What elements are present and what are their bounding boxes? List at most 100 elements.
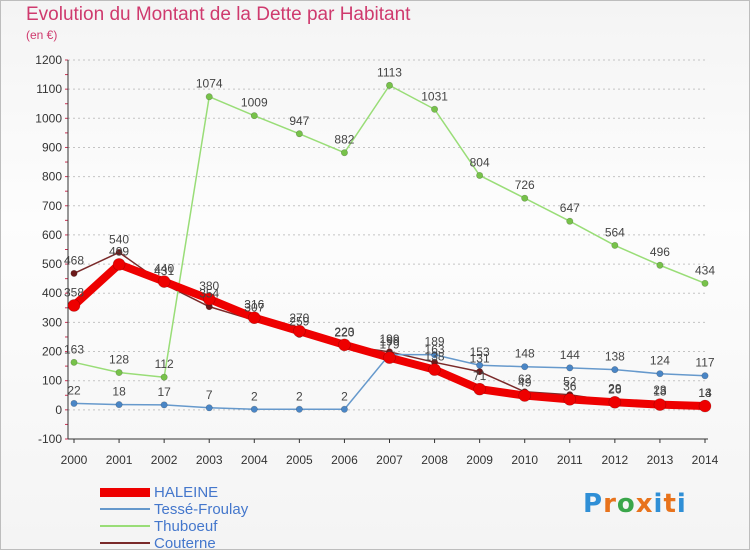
data-label: 163 [425, 342, 445, 356]
data-label: 431 [154, 264, 174, 278]
data-point [338, 338, 351, 352]
logo-letter: o [616, 489, 636, 519]
data-label: 190 [379, 334, 399, 348]
y-tick-label: 0 [55, 403, 62, 417]
legend-swatch [100, 525, 150, 527]
data-label: 1009 [241, 96, 268, 110]
data-label: 112 [155, 357, 174, 371]
data-label: 804 [470, 155, 490, 169]
legend-item: HALEINE [100, 483, 219, 501]
data-label: 148 [515, 347, 535, 361]
data-label: 468 [64, 253, 84, 267]
data-label: 882 [334, 133, 354, 147]
data-point [521, 194, 529, 202]
data-label: 117 [695, 356, 714, 370]
data-point [160, 373, 168, 381]
x-tick-label: 2009 [466, 453, 493, 467]
x-tick-label: 2001 [106, 453, 133, 467]
x-tick-label: 2000 [61, 453, 88, 467]
data-label: 380 [199, 279, 219, 293]
y-tick-label: 700 [42, 199, 62, 213]
data-label: 29 [608, 381, 622, 395]
data-point [70, 358, 78, 366]
data-point [698, 399, 712, 413]
data-point [247, 311, 261, 325]
data-point [563, 393, 577, 406]
data-label: 2 [341, 389, 348, 403]
data-point [611, 241, 619, 249]
data-label: 18 [112, 385, 126, 399]
data-label: 36 [563, 379, 577, 393]
data-point [653, 398, 667, 411]
logo-letter: i [676, 489, 687, 519]
data-label: 131 [470, 352, 490, 366]
data-label: 726 [515, 178, 535, 192]
data-label: 499 [109, 244, 129, 258]
y-tick-label: 600 [42, 228, 62, 242]
data-point [115, 369, 123, 377]
data-label: 163 [64, 342, 84, 356]
data-point [656, 370, 664, 378]
data-label: 496 [650, 245, 670, 259]
data-label: 316 [244, 298, 264, 312]
x-tick-label: 2008 [421, 453, 448, 467]
data-point [476, 368, 484, 376]
data-label: 22 [67, 383, 81, 397]
x-tick-label: 2010 [511, 453, 538, 467]
legend-label: Tessé-Froulay [154, 500, 249, 518]
y-tick-label: 300 [42, 315, 62, 329]
logo-letter: r [603, 489, 617, 519]
data-point [701, 279, 709, 287]
legend-label: HALEINE [154, 483, 219, 501]
data-label: 1113 [377, 65, 402, 79]
y-tick-label: 1200 [35, 53, 62, 67]
data-label: 49 [518, 376, 532, 390]
data-label: 153 [470, 345, 490, 359]
data-label: 564 [605, 225, 625, 239]
data-point [115, 401, 123, 409]
data-label: 17 [157, 385, 171, 399]
data-point [566, 217, 574, 225]
data-label: 144 [560, 348, 580, 362]
page-title: Evolution du Montant de la Dette par Hab… [26, 4, 411, 25]
data-point [611, 366, 619, 374]
data-label: 18 [653, 385, 667, 399]
x-tick-label: 2013 [647, 453, 674, 467]
x-tick-label: 2003 [196, 453, 223, 467]
data-label: 270 [289, 311, 309, 325]
logo-letter: P [583, 489, 604, 519]
x-tick-label: 2006 [331, 453, 358, 467]
data-label: 23 [653, 383, 667, 397]
legend-item: Couterne [100, 535, 216, 552]
data-label: 440 [154, 262, 174, 276]
data-label: 434 [695, 263, 715, 277]
data-point [385, 81, 393, 89]
data-point [383, 351, 396, 364]
data-label: 62 [518, 372, 532, 386]
x-tick-label: 2012 [602, 453, 629, 467]
data-label: 647 [560, 201, 580, 215]
chart-subtitle: (en €) [26, 28, 58, 42]
data-point [656, 261, 664, 269]
legend-swatch [100, 542, 150, 544]
data-point [67, 299, 81, 312]
data-label: 138 [425, 350, 445, 364]
data-point [340, 405, 348, 413]
logo-letter: t [663, 489, 677, 519]
data-point [428, 363, 441, 376]
data-label: 2 [296, 389, 303, 403]
data-point [250, 112, 258, 120]
data-point [160, 401, 168, 409]
data-point [295, 405, 303, 413]
data-label: 1074 [196, 77, 223, 91]
data-point [608, 395, 622, 409]
legend-item: Tessé-Froulay [100, 500, 249, 518]
x-tick-label: 2004 [241, 453, 268, 467]
y-tick-label: 1100 [36, 82, 62, 96]
data-label: 138 [605, 350, 625, 364]
data-label: 354 [199, 287, 219, 301]
data-point [293, 324, 306, 338]
data-point [157, 275, 171, 288]
data-point [295, 130, 303, 138]
